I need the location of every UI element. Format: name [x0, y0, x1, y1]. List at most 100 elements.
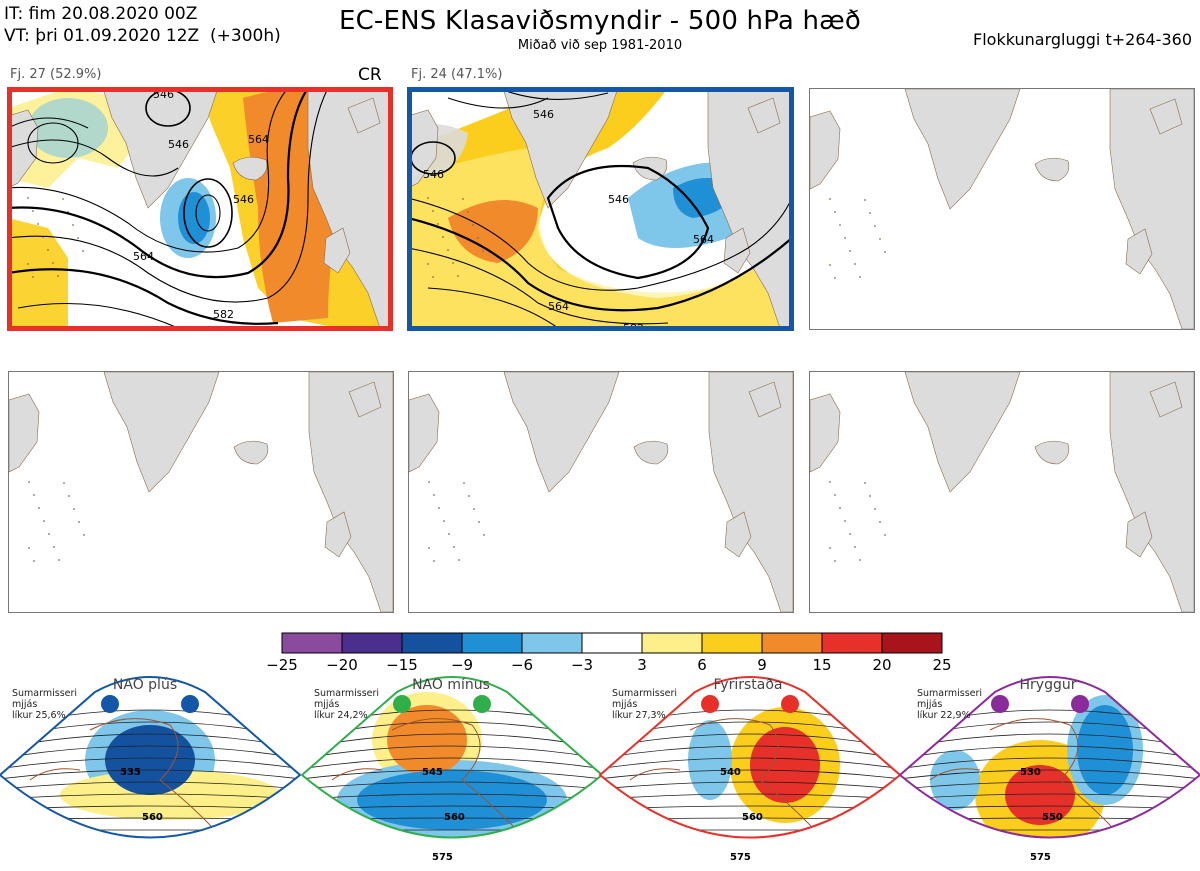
cluster-map-1[interactable]: 546 546 564 564 546 582	[8, 88, 392, 328]
regime-contour	[0, 781, 300, 791]
regime-3-note: Sumarmisseri mjjás líkur 27,3%	[612, 688, 678, 721]
regime-coast	[331, 768, 383, 781]
colorbar-tick-label: 6	[697, 656, 707, 674]
land-svalbard	[348, 381, 382, 418]
coast-dot	[829, 481, 831, 483]
regime-marker	[781, 695, 799, 713]
coast-dot	[854, 263, 856, 265]
coast-dot	[849, 533, 851, 535]
coast-dot	[43, 520, 45, 522]
coast-dot	[468, 495, 470, 497]
coast-dot	[859, 559, 861, 561]
coast-dot	[829, 264, 831, 266]
regime-contour-label: 560	[742, 812, 763, 823]
contour-label: 564	[693, 233, 714, 246]
coast-dot	[438, 507, 440, 509]
land-layer	[409, 372, 793, 612]
regime-contour	[900, 745, 1200, 761]
regime-contour	[900, 769, 1200, 781]
regime-contour	[900, 781, 1200, 791]
regime-marker	[473, 695, 491, 713]
land-iceland	[1034, 157, 1070, 182]
land-greenland	[904, 89, 1021, 210]
height-contour	[447, 97, 549, 109]
colorbar-tick-label: 9	[757, 656, 767, 674]
regime-contour-label: 560	[142, 812, 163, 823]
anomaly-negative-9	[178, 192, 210, 244]
cluster-map-4[interactable]	[8, 371, 394, 613]
coast-dot	[428, 547, 430, 549]
coast-dot	[28, 547, 30, 549]
coast-dot	[879, 238, 881, 240]
regime-contour	[0, 769, 300, 781]
init-time: IT: fim 20.08.2020 00Z	[4, 4, 198, 24]
coast-dot	[32, 210, 34, 212]
cluster-map-2[interactable]: 546 546 546 564 564 582	[408, 88, 792, 328]
coast-dot	[483, 534, 485, 536]
regime-maps: 535 560 545 560 575 540 560 575 530 550 575	[0, 676, 1200, 863]
regime-contour	[590, 840, 910, 842]
land-layer	[810, 89, 1194, 329]
coast-dot	[839, 507, 841, 509]
coast-dot	[82, 250, 84, 252]
coast-dot	[77, 237, 79, 239]
height-contour	[8, 88, 309, 279]
land-layer	[408, 88, 792, 328]
cluster-map-6[interactable]	[809, 371, 1195, 613]
regime-anomaly	[750, 727, 820, 803]
land-svalbard	[1149, 381, 1183, 418]
colorbar-segment	[701, 632, 763, 654]
coast-dot	[864, 482, 866, 484]
regime-contour	[0, 757, 300, 771]
anomaly-positive-3	[408, 147, 792, 328]
regime-3-title: Fyrirstaða	[713, 677, 783, 693]
land-canada	[810, 110, 841, 190]
coast-dot	[447, 249, 449, 251]
regime-2-title: NAO mínus	[412, 677, 490, 693]
land-svalbard	[747, 97, 781, 134]
coast-dot	[427, 263, 429, 265]
regime-coast	[629, 768, 681, 781]
coast-dot	[453, 546, 455, 548]
contour-label: 582	[623, 322, 644, 328]
regime-anomaly	[357, 770, 547, 830]
regime-anomaly	[105, 725, 195, 795]
coast-dot	[433, 560, 435, 562]
regime-contour	[600, 769, 900, 781]
coast-dot	[443, 520, 445, 522]
coast-dot	[432, 210, 434, 212]
regime-coast	[29, 768, 81, 781]
land-british-isles	[1125, 511, 1153, 558]
coast-dot	[48, 533, 50, 535]
regime-anomaly	[387, 705, 467, 775]
land-scandinavia	[1109, 372, 1194, 612]
low-contour	[183, 178, 233, 248]
contour-label: 564	[548, 300, 569, 313]
colorbar-tick-label: −25	[266, 656, 298, 674]
regime-contour	[0, 840, 310, 842]
regime-contour	[600, 745, 900, 761]
contour-layer	[8, 88, 329, 328]
regime-contour	[302, 745, 602, 761]
regime-anomaly	[930, 750, 980, 810]
classification-window: Flokkunargluggi t+264-360	[973, 30, 1192, 49]
coast-dot	[433, 494, 435, 496]
coast-dot	[478, 521, 480, 523]
cluster-map-3[interactable]	[809, 88, 1195, 330]
land-iceland	[1034, 440, 1070, 465]
coast-dot	[57, 275, 59, 277]
regime-contour	[302, 769, 602, 781]
regime-contour	[600, 781, 900, 791]
land-greenland	[103, 372, 220, 493]
regime-marker	[181, 695, 199, 713]
panel-1-label: Fj. 27 (52.9%)	[10, 67, 102, 82]
coast-dot	[73, 508, 75, 510]
cluster-map-5[interactable]	[408, 371, 794, 613]
low-contour	[27, 122, 79, 164]
contour-layer	[408, 88, 792, 328]
height-contour	[8, 117, 89, 129]
page-subtitle: Miðað við sep 1981-2010	[517, 38, 683, 53]
regime-coast	[689, 718, 841, 838]
regime-marker	[1071, 695, 1089, 713]
coast-dot	[53, 546, 55, 548]
